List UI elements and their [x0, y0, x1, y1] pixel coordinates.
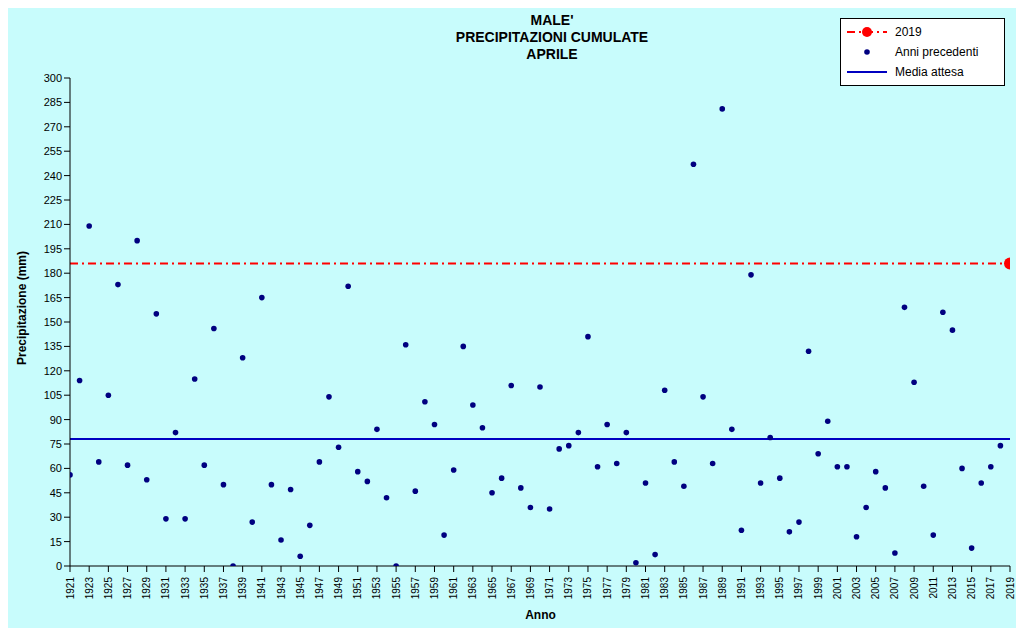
svg-text:0: 0: [56, 560, 62, 572]
svg-text:1973: 1973: [563, 577, 574, 600]
svg-text:1949: 1949: [333, 577, 344, 600]
svg-text:1997: 1997: [793, 577, 804, 600]
svg-text:1965: 1965: [487, 577, 498, 600]
svg-text:1967: 1967: [506, 577, 517, 600]
svg-text:1981: 1981: [640, 577, 651, 600]
svg-text:1995: 1995: [774, 577, 785, 600]
svg-text:75: 75: [50, 438, 62, 450]
html-text:APRILE: APRILE: [526, 46, 578, 62]
svg-text:2011: 2011: [928, 577, 939, 599]
svg-text:105: 105: [44, 389, 62, 401]
svg-text:2017: 2017: [985, 577, 996, 600]
svg-text:1991: 1991: [736, 577, 747, 600]
svg-text:1933: 1933: [180, 577, 191, 600]
svg-text:1989: 1989: [717, 577, 728, 600]
svg-text:1957: 1957: [410, 577, 421, 600]
html-text:PRECIPITAZIONI CUMULATE: PRECIPITAZIONI CUMULATE: [455, 29, 649, 45]
svg-text:2019: 2019: [1005, 577, 1016, 600]
svg-text:120: 120: [44, 365, 62, 377]
svg-text:60: 60: [50, 462, 62, 474]
svg-text:1921: 1921: [65, 577, 76, 600]
svg-text:1977: 1977: [602, 577, 613, 600]
svg-text:30: 30: [50, 511, 62, 523]
svg-text:300: 300: [44, 72, 62, 84]
svg-text:1963: 1963: [467, 577, 478, 600]
svg-text:1931: 1931: [160, 577, 171, 600]
svg-text:1929: 1929: [141, 577, 152, 600]
html-text:Media attesa: Media attesa: [895, 65, 964, 79]
svg-text:90: 90: [50, 414, 62, 426]
svg-text:1927: 1927: [122, 577, 133, 600]
svg-text:135: 135: [44, 340, 62, 352]
svg-text:2013: 2013: [947, 577, 958, 600]
svg-text:225: 225: [44, 194, 62, 206]
html-text:Anni precedenti: Anni precedenti: [895, 45, 979, 59]
svg-text:1987: 1987: [698, 577, 709, 600]
svg-text:150: 150: [44, 316, 62, 328]
svg-text:1935: 1935: [199, 577, 210, 600]
svg-text:1945: 1945: [295, 577, 306, 600]
svg-text:1969: 1969: [525, 577, 536, 600]
svg-text:1971: 1971: [544, 577, 555, 600]
svg-text:1955: 1955: [391, 577, 402, 600]
svg-text:240: 240: [44, 170, 62, 182]
svg-text:180: 180: [44, 267, 62, 279]
svg-text:165: 165: [44, 292, 62, 304]
svg-text:1951: 1951: [352, 577, 363, 600]
svg-text:210: 210: [44, 218, 62, 230]
svg-text:2005: 2005: [870, 577, 881, 600]
svg-text:2015: 2015: [966, 577, 977, 600]
svg-text:2001: 2001: [832, 577, 843, 600]
svg-text:2007: 2007: [889, 577, 900, 600]
svg-text:1999: 1999: [813, 577, 824, 600]
svg-text:1979: 1979: [621, 577, 632, 600]
svg-text:1953: 1953: [371, 577, 382, 600]
svg-text:1941: 1941: [256, 577, 267, 600]
svg-text:2009: 2009: [909, 577, 920, 600]
svg-text:1959: 1959: [429, 577, 440, 600]
svg-text:255: 255: [44, 145, 62, 157]
svg-text:1923: 1923: [84, 577, 95, 600]
svg-text:270: 270: [44, 121, 62, 133]
svg-text:285: 285: [44, 96, 62, 108]
svg-text:1985: 1985: [678, 577, 689, 600]
svg-text:1947: 1947: [314, 577, 325, 600]
svg-text:45: 45: [50, 487, 62, 499]
svg-text:1925: 1925: [103, 577, 114, 600]
svg-text:1993: 1993: [755, 577, 766, 600]
html-text:MALE': MALE': [530, 12, 574, 28]
svg-text:1939: 1939: [237, 577, 248, 600]
svg-text:1961: 1961: [448, 577, 459, 600]
svg-text:1937: 1937: [218, 577, 229, 600]
svg-text:1943: 1943: [276, 577, 287, 600]
html-text:Precipitazione (mm): Precipitazione (mm): [15, 251, 29, 365]
html-text:2019: 2019: [895, 25, 922, 39]
svg-text:195: 195: [44, 243, 62, 255]
svg-text:1983: 1983: [659, 577, 670, 600]
svg-text:15: 15: [50, 536, 62, 548]
html-text:Anno: Anno: [525, 608, 556, 622]
svg-text:2003: 2003: [851, 577, 862, 600]
svg-text:1975: 1975: [582, 577, 593, 600]
